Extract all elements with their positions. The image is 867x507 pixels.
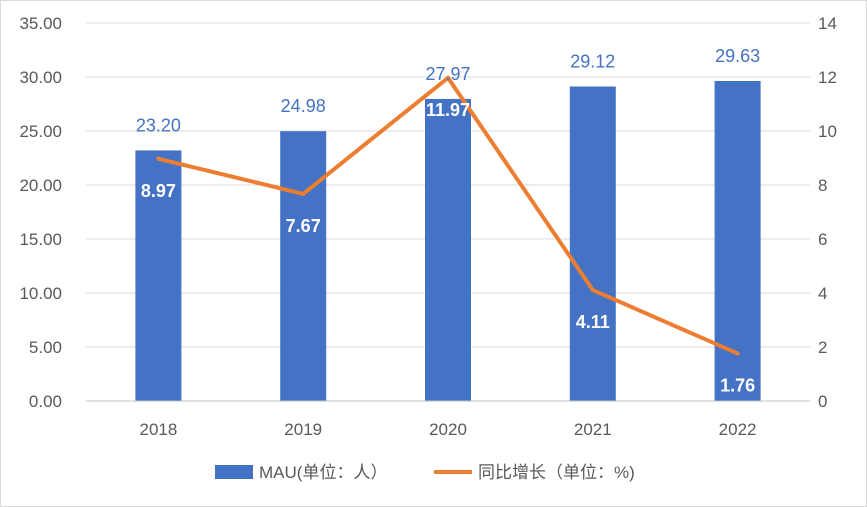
bar-value-label: 29.63 [715, 46, 760, 66]
bar-data-labels: 23.20 24.98 27.97 29.12 29.63 [136, 46, 760, 135]
line-series [156, 75, 740, 356]
line-point [590, 288, 595, 293]
bar [425, 98, 471, 401]
legend-label-line: 同比增长（单位：%) [478, 463, 635, 482]
x-tick-label: 2019 [284, 420, 322, 439]
legend-label-bar: MAU(单位：人） [259, 463, 387, 482]
line-point [446, 75, 450, 80]
x-tick-label: 2022 [719, 420, 757, 439]
bar-series [135, 80, 761, 401]
y-left-tick-label: 35.00 [19, 14, 62, 33]
bar-value-label: 29.12 [570, 52, 615, 72]
line-point [735, 351, 740, 356]
line-point [156, 156, 161, 161]
line-data-labels: 8.97 7.67 11.97 4.11 1.76 [141, 100, 755, 396]
x-tick-label: 2020 [429, 420, 467, 439]
bar [569, 86, 616, 401]
y-left-tick-label: 0.00 [29, 392, 62, 411]
y-left-tick-label: 30.00 [19, 68, 62, 87]
line-value-label: 8.97 [141, 181, 176, 201]
line-value-label: 7.67 [286, 216, 321, 236]
y-left-tick-label: 5.00 [29, 338, 62, 357]
x-axis: 2018 2019 2020 2021 2022 [86, 400, 810, 439]
bar [280, 131, 327, 401]
y-right-tick-label: 0 [818, 392, 827, 411]
y-right-tick-label: 8 [818, 176, 827, 195]
bar-value-label: 24.98 [281, 96, 326, 116]
line-value-label: 4.11 [576, 312, 610, 332]
y-right-tick-label: 6 [818, 230, 827, 249]
y-right-tick-label: 10 [818, 122, 837, 141]
bar-value-label: 23.20 [136, 115, 181, 135]
left-y-axis: 0.00 5.00 10.00 15.00 20.00 25.00 30.00 35.00 [19, 14, 62, 411]
y-left-tick-label: 25.00 [19, 122, 62, 141]
bar-value-label: 27.97 [425, 64, 470, 84]
bar [135, 150, 182, 401]
line-value-label: 11.97 [426, 100, 470, 120]
right-y-axis: 0 2 4 6 8 10 12 14 [818, 14, 837, 411]
y-right-tick-label: 2 [818, 338, 827, 357]
y-right-tick-label: 14 [818, 14, 837, 33]
y-right-tick-label: 4 [818, 284, 827, 303]
x-tick-label: 2021 [574, 420, 612, 439]
x-tick-label: 2018 [139, 420, 177, 439]
line-value-label: 1.76 [720, 375, 755, 395]
y-right-tick-label: 12 [818, 68, 837, 87]
legend: MAU(单位：人） 同比增长（单位：%) [215, 463, 635, 482]
legend-swatch-bar [215, 465, 253, 479]
y-left-tick-label: 20.00 [19, 176, 62, 195]
line-point [301, 191, 306, 196]
y-left-tick-label: 10.00 [19, 284, 62, 303]
y-left-tick-label: 15.00 [19, 230, 62, 249]
